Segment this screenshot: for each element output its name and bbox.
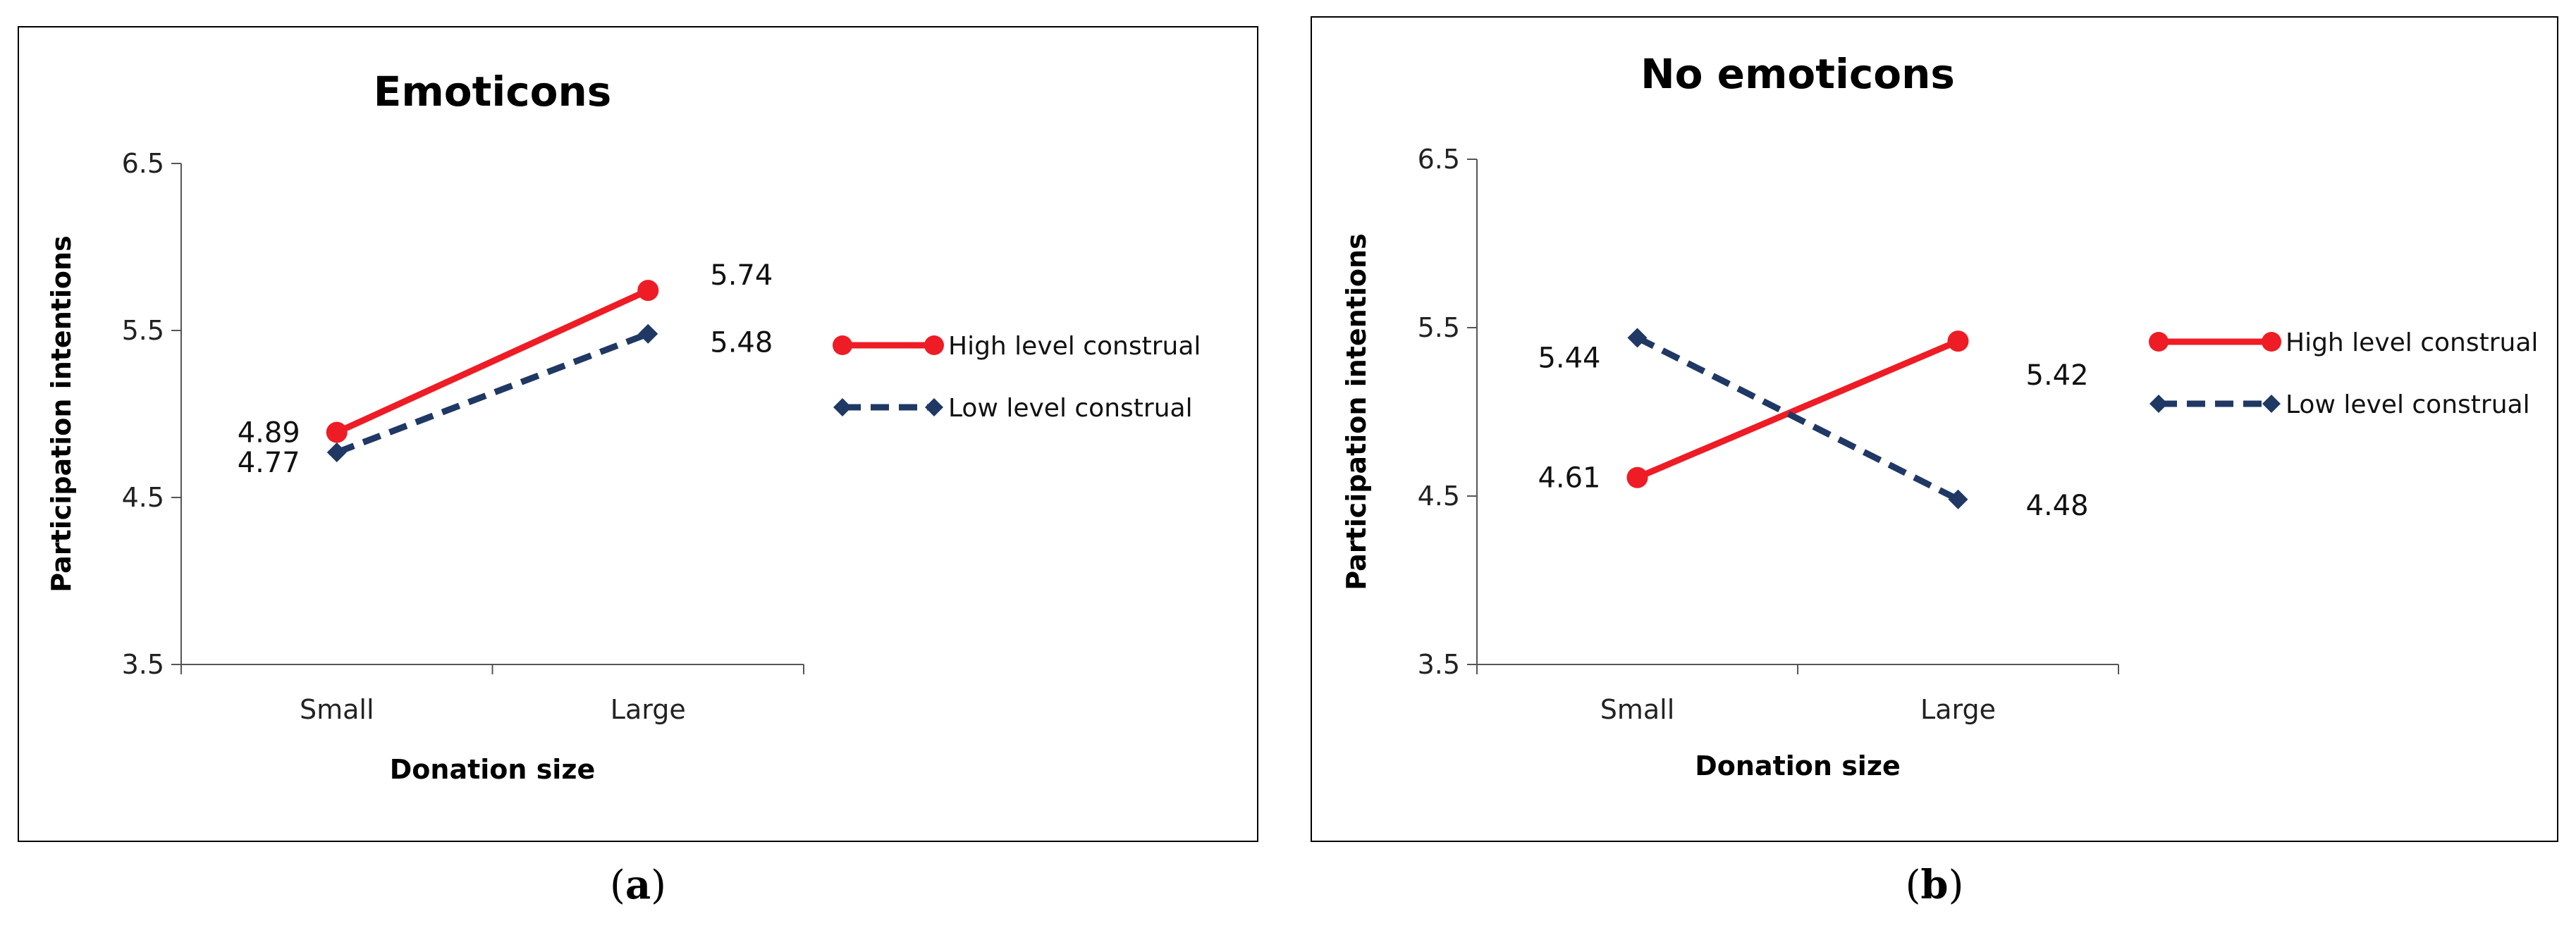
caption-paren: ) [651,862,666,908]
chart-title: No emoticons [1640,50,1955,98]
legend-marker [2149,395,2168,413]
legend-marker [833,335,852,355]
data-point-marker [638,323,658,344]
panel-caption: (b) [1906,862,1964,908]
legend-label: High level construal [948,332,1201,361]
series-line [336,330,649,456]
data-label: 5.44 [1538,342,1600,374]
y-tick-label: 3.5 [1418,649,1460,680]
x-tick-label: Large [1920,694,1996,725]
y-tick-label: 3.5 [122,649,164,680]
series-line [335,287,650,435]
legend-label: Low level construal [2286,390,2530,419]
x-axis-title: Donation size [1695,750,1900,781]
y-tick-label: 4.5 [1418,481,1460,512]
legend-entry: High level construal [2149,328,2538,357]
series-low-level-construal: 4.77 5.48 [238,323,773,479]
data-label: 5.48 [710,327,773,359]
y-tick-label: 5.5 [1418,312,1460,343]
y-tick-label: 4.5 [122,482,164,513]
chart-panel-a: Emoticons 3.5 4.5 5.5 6.5 Small Large Donation … [18,26,1258,842]
data-label: 5.74 [710,259,773,292]
legend-entry: Low level construal [833,394,1193,423]
data-point-marker [1626,466,1648,488]
chart-title: Emoticons [374,68,612,116]
data-point-marker [1948,489,1968,509]
legend-marker [924,335,944,355]
chart-panel-b: No emoticons 3.5 4.5 5.5 6.5 Small Large Donati… [1311,16,2558,842]
series-high-level-construal: 4.89 5.74 [238,259,773,449]
caption-paren: ( [610,862,625,908]
data-point-marker [637,280,659,302]
panel-caption: (a) [610,862,666,908]
legend-marker [2149,332,2169,352]
y-tick-label: 5.5 [122,315,164,346]
y-axis-title: Participation intentions [1341,233,1372,590]
series-line [1636,338,1960,481]
data-label: 4.77 [238,447,300,479]
data-label: 4.61 [1538,462,1600,495]
x-tick-label: Large [611,694,686,725]
legend-marker [925,398,943,416]
legend-marker [2262,332,2281,352]
panel-frame [18,26,1258,842]
legend-marker [2262,395,2281,413]
caption-letter: b [1920,862,1948,908]
data-label: 5.42 [2026,359,2089,392]
caption-paren: ) [1949,862,1964,908]
data-label: 4.48 [2026,490,2089,522]
data-point-marker [1627,328,1648,348]
legend-entry: Low level construal [2149,390,2530,419]
y-tick-label: 6.5 [1418,144,1460,175]
data-point-marker [326,421,348,443]
y-tick-label: 6.5 [122,148,164,179]
legend-marker [833,398,852,416]
data-point-marker [1947,330,1969,352]
legend-label: Low level construal [948,394,1193,423]
data-point-marker [326,443,347,463]
legend-entry: High level construal [833,332,1201,361]
series-line [1636,335,1960,502]
data-label: 4.89 [238,417,300,450]
x-tick-label: Small [1600,694,1675,725]
y-axis-title: Participation intentions [46,235,77,592]
caption-paren: ( [1906,862,1921,908]
x-tick-label: Small [300,694,374,725]
panel-frame [1311,16,2558,842]
series-low-level-construal: 5.44 4.48 [1538,328,2089,522]
x-axis-title: Donation size [390,754,595,785]
series-high-level-construal: 4.61 5.42 [1538,330,2089,495]
legend-label: High level construal [2286,328,2538,357]
caption-letter: a [625,862,651,908]
